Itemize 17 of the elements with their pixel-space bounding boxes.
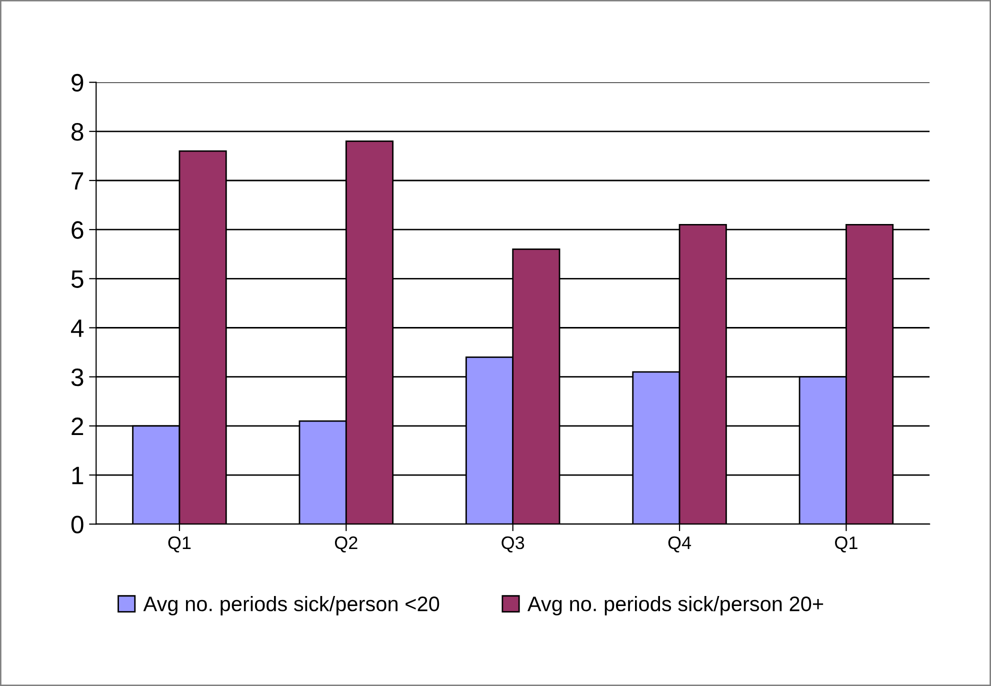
y-tick-label: 6 (72, 221, 84, 239)
y-tick-label: 5 (71, 270, 84, 288)
y-tick-label: 8 (72, 123, 84, 141)
y-tick-label: 1 (72, 466, 84, 484)
legend-label: Avg no. periods sick/person <20 (143, 596, 440, 616)
y-tick-label: 9 (72, 74, 84, 92)
y-tick-label: 7 (72, 172, 84, 190)
x-tick-label: Q2 (334, 536, 358, 552)
x-tick-label: Q3 (502, 536, 524, 552)
y-tick-label: 4 (70, 320, 84, 337)
y-tick-label: 0 (71, 516, 84, 534)
legend-label: Avg no. periods sick/person 20+ (527, 596, 824, 616)
x-tick-label: Q4 (668, 536, 692, 552)
x-tick-label: Q1 (835, 536, 858, 552)
y-tick-label: 2 (72, 418, 84, 435)
y-tick-label: 3 (71, 368, 84, 386)
x-tick-label: Q1 (168, 536, 191, 552)
